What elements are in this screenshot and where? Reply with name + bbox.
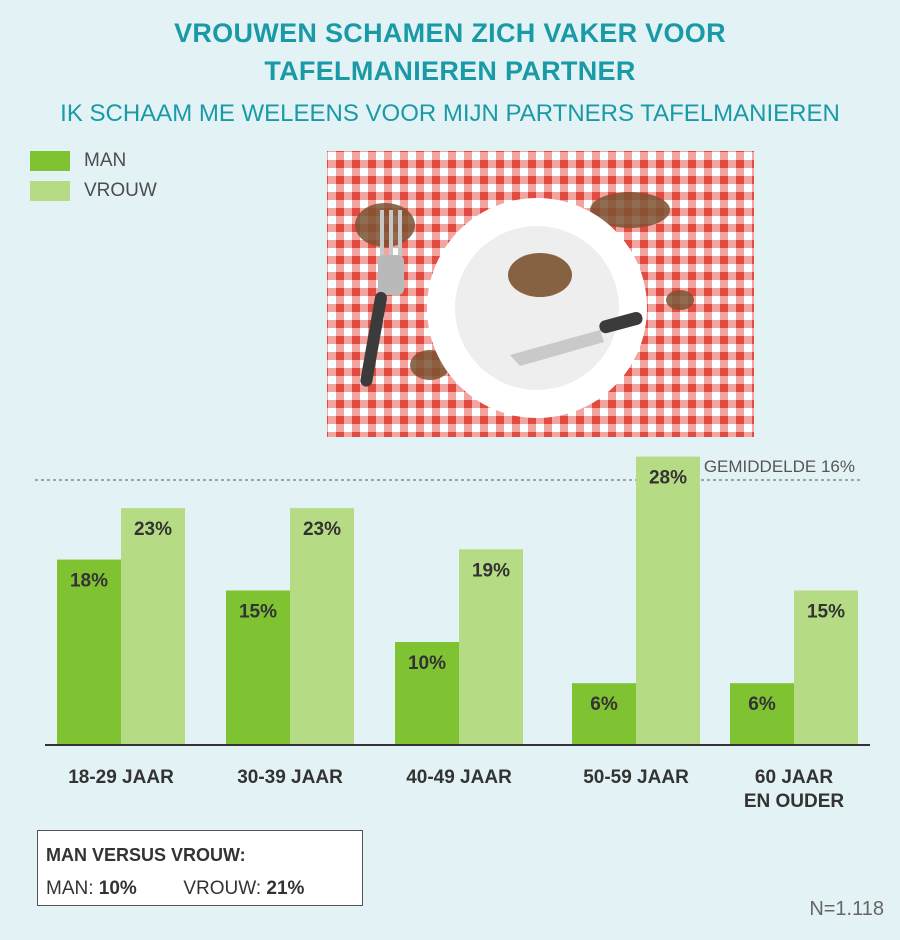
bar-man-5 xyxy=(730,683,794,745)
summary-title: MAN VERSUS VROUW: xyxy=(46,845,246,865)
chart-title-line-2: TAFELMANIEREN PARTNER xyxy=(264,56,636,86)
legend-item-vrouw: VROUW xyxy=(30,176,157,206)
x-tick-label-5-line-1: 60 JAAR xyxy=(755,767,833,788)
bar-man-2 xyxy=(226,590,290,745)
sample-size: N=1.118 xyxy=(809,898,884,920)
data-label-man-5: 6% xyxy=(748,694,776,715)
bar-man-4 xyxy=(572,683,636,745)
data-label-vrouw-2: 23% xyxy=(303,519,341,540)
bar-man-1 xyxy=(57,559,121,745)
fork-icon xyxy=(360,210,404,387)
summary-vrouw-label: VROUW: xyxy=(183,878,262,899)
summary-man-value: 10% xyxy=(98,878,137,899)
bar-vrouw-3 xyxy=(459,549,523,745)
chart-subtitle: IK SCHAAM ME WELEENS VOOR MIJN PARTNERS … xyxy=(60,100,840,127)
legend: MAN VROUW xyxy=(30,146,157,206)
bar-vrouw-5 xyxy=(794,590,858,745)
legend-label-vrouw: VROUW xyxy=(84,180,157,201)
data-label-man-4: 6% xyxy=(590,694,618,715)
x-tick-label-3: 40-49 JAAR xyxy=(406,767,512,788)
knife-icon xyxy=(510,311,643,366)
average-label: GEMIDDELDE 16% xyxy=(704,457,855,476)
data-label-man-1: 18% xyxy=(70,571,108,592)
x-tick-label-1: 18-29 JAAR xyxy=(68,767,174,788)
data-label-vrouw-1: 23% xyxy=(134,519,172,540)
plate-inner xyxy=(455,226,619,390)
data-label-man-2: 15% xyxy=(239,602,277,623)
data-label-vrouw-3: 19% xyxy=(472,560,510,581)
bar-chart: GEMIDDELDE 16% 18% 15% 10% 6% 6% 23% 23% 19% 28%… xyxy=(35,151,870,812)
x-tick-label-2: 30-39 JAAR xyxy=(237,767,343,788)
x-tick-label-5-line-2: EN OUDER xyxy=(744,791,845,812)
chart-title-line-1: VROUWEN SCHAMEN ZICH VAKER VOOR xyxy=(174,18,726,48)
x-tick-label-4: 50-59 JAAR xyxy=(583,767,689,788)
data-label-vrouw-5: 15% xyxy=(807,602,845,623)
bar-vrouw-4 xyxy=(636,456,700,745)
data-label-vrouw-4: 28% xyxy=(649,468,687,489)
summary-box: MAN VERSUS VROUW: MAN: 10% VROUW: 21% xyxy=(37,830,363,906)
legend-label-man: MAN xyxy=(84,150,127,171)
data-label-man-3: 10% xyxy=(408,653,446,674)
legend-swatch-man xyxy=(30,151,70,171)
bar-man-3 xyxy=(395,642,459,745)
summary-vrouw-value: 21% xyxy=(266,878,305,899)
bar-vrouw-2 xyxy=(290,508,354,745)
tablecloth-illustration xyxy=(327,151,754,437)
summary-values: MAN: 10% VROUW: 21% xyxy=(46,878,362,900)
legend-swatch-vrouw xyxy=(30,181,70,201)
bar-vrouw-1 xyxy=(121,508,185,745)
legend-item-man: MAN xyxy=(30,146,157,176)
summary-man-label: MAN: xyxy=(46,878,94,899)
plate-stain xyxy=(508,253,572,297)
